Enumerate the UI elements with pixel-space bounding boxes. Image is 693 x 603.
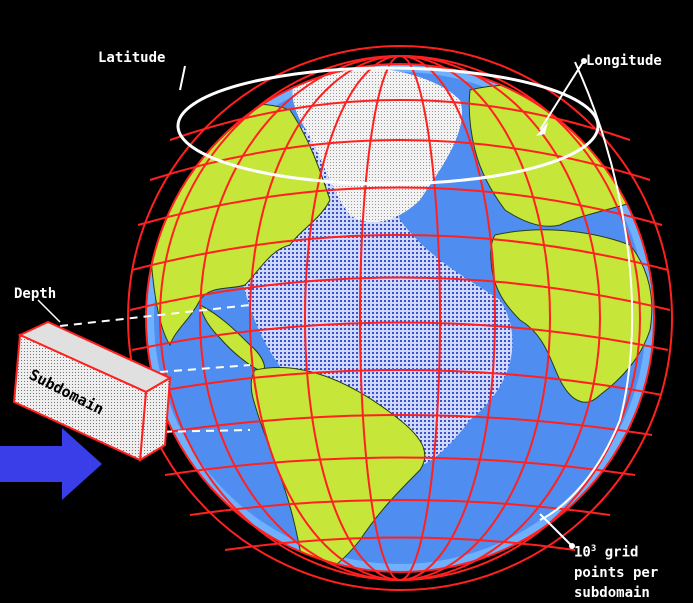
grid-pointer (539, 513, 573, 547)
depth-label: Depth (14, 286, 57, 302)
grid-line3: subdomain (574, 584, 650, 601)
longitude-label: Longitude (586, 53, 662, 69)
grid-line1: grid (596, 544, 639, 561)
longitude-arc (539, 61, 634, 521)
latitude-ring (176, 66, 600, 186)
longitude-pointer (539, 61, 584, 131)
grid-line2: points per (574, 564, 659, 581)
grid-exponent: 3 (590, 544, 597, 554)
right-arrow-icon (0, 428, 102, 500)
subdomain-box (12, 320, 173, 462)
latitude-pointer (179, 65, 186, 91)
latitude-label: Latitude (98, 50, 166, 66)
south-america (250, 366, 426, 572)
grid-lines (127, 45, 673, 591)
grid-points-label: 103 grid points per subdomain (574, 539, 658, 603)
grid-base: 10 (574, 544, 591, 561)
